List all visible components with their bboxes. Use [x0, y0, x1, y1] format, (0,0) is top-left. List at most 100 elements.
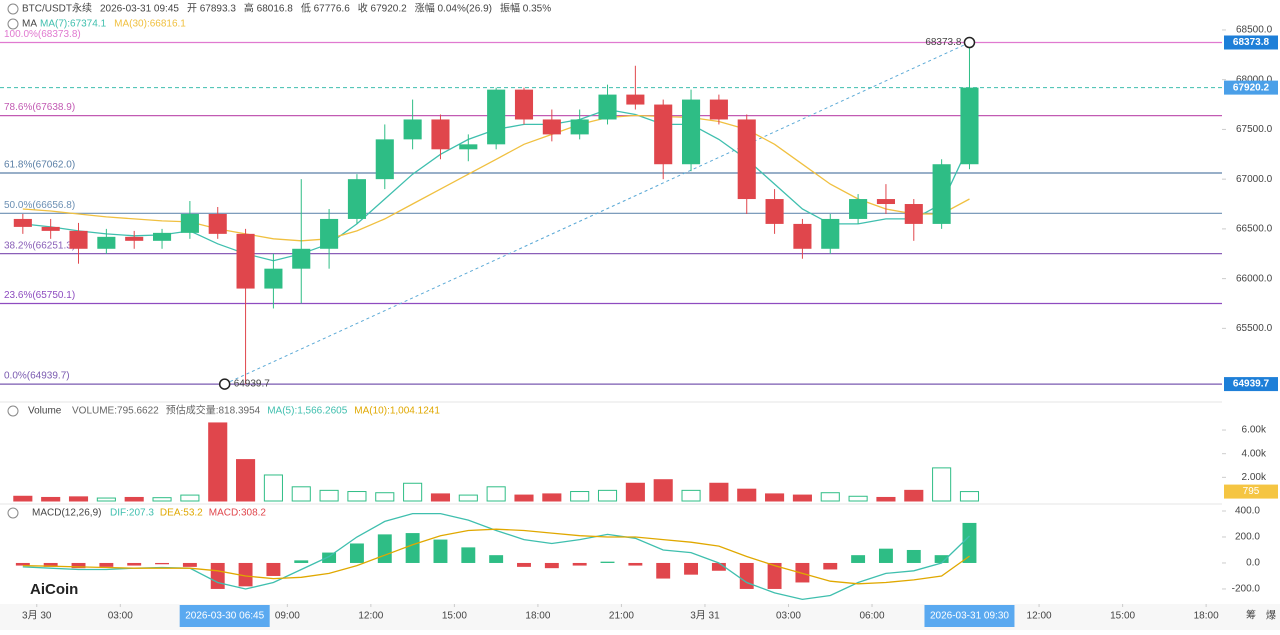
macd-bar [656, 562, 671, 579]
candle-body [41, 226, 60, 231]
volume-bar [542, 493, 562, 502]
candle-body [765, 199, 784, 224]
macd-bar [711, 562, 726, 571]
volume-bar [41, 496, 61, 502]
volume-bar [570, 491, 590, 502]
time-highlight-label: 2026-03-30 06:45 [185, 611, 264, 622]
y-tick-label: 0.0 [1246, 558, 1260, 569]
y-tick-label: 200.0 [1235, 532, 1260, 543]
volume-bar [403, 482, 423, 502]
y-tick-label: 400.0 [1235, 506, 1260, 517]
candle-body [932, 164, 951, 224]
x-tick-label: 03:00 [108, 611, 133, 622]
candle-body [598, 94, 617, 120]
macd-bar [962, 522, 977, 563]
candle-body [375, 139, 394, 180]
volume-bar [709, 482, 729, 502]
macd-title: MACD(12,26,9) [32, 508, 101, 519]
fib-label: 23.6%(65750.1) [4, 290, 75, 301]
fib-label: 38.2%(66251.3) [4, 240, 75, 251]
candle-body [13, 218, 32, 227]
candle-body [821, 218, 840, 249]
settings-icon[interactable] [7, 18, 19, 30]
y-tick-label: 67000.0 [1236, 174, 1273, 185]
volume-bar [430, 493, 451, 502]
candle-body [208, 213, 227, 234]
candle-body [69, 230, 88, 249]
header-item: 高 68016.8 [244, 2, 293, 15]
macd-bar [795, 562, 810, 583]
volume-bar [765, 493, 785, 502]
legend-entry: DIF:207.3 [110, 508, 154, 519]
candle-body [514, 89, 534, 120]
legend-entry: MACD:308.2 [209, 508, 267, 519]
candle-body [542, 119, 561, 135]
y-tick-label: 65500.0 [1236, 323, 1273, 334]
legend-entry: MA(5):1,566.2605 [267, 406, 347, 417]
price-tag-label: 68373.8 [1233, 37, 1270, 48]
volume-bar [486, 486, 506, 502]
candle-body [320, 218, 339, 249]
fib-label: 0.0%(64939.7) [4, 371, 70, 382]
price-tag-label: 64939.7 [1233, 379, 1270, 390]
candle-body [403, 119, 422, 140]
settings-icon[interactable] [7, 3, 19, 15]
candle-body [152, 232, 172, 241]
volume-bar [347, 491, 367, 502]
candle-body [626, 94, 645, 105]
candle-body [960, 87, 979, 165]
macd-bar [823, 562, 838, 570]
x-tick-label: 15:00 [1110, 611, 1135, 622]
macd-bar [934, 555, 949, 563]
macd-bar [182, 562, 197, 567]
legend-entry: MA(10):1,004.1241 [354, 406, 440, 417]
volume-bar [208, 422, 228, 502]
macd-bar [767, 562, 782, 589]
macd-bar [906, 549, 921, 563]
macd-bar [43, 562, 58, 567]
candle-body [709, 99, 728, 120]
toolbar-button[interactable]: 爆 [1266, 610, 1276, 622]
macd-bar [322, 552, 337, 563]
fib-label: 78.6%(67638.9) [4, 102, 75, 113]
header-item: 收 67920.2 [358, 2, 407, 15]
macd-bar [294, 560, 309, 563]
x-tick-label: 09:00 [275, 611, 300, 622]
candle-body [459, 144, 478, 150]
macd-bar [684, 562, 699, 575]
y-tick-label: 6.00k [1242, 425, 1267, 436]
macd-bar [127, 562, 142, 566]
price-tag [1224, 80, 1278, 95]
macd-bar [349, 543, 364, 563]
volume-bar [959, 491, 980, 502]
candle-body [654, 104, 673, 165]
fib-label: 50.0%(66656.8) [4, 200, 75, 211]
candle-body [292, 248, 311, 269]
volume-bar [458, 494, 478, 502]
candle-body [793, 223, 812, 249]
x-tick-label: 18:00 [525, 611, 550, 622]
macd-bar [600, 561, 615, 563]
candle-body [681, 99, 701, 165]
y-tick-label: 67500.0 [1236, 124, 1273, 135]
settings-icon[interactable] [7, 507, 19, 519]
candle-body [876, 199, 895, 205]
settings-icon[interactable] [7, 405, 19, 417]
macd-bar [461, 547, 476, 563]
candle-body [264, 268, 283, 289]
macd-bar [99, 562, 114, 567]
volume-bar [152, 497, 172, 502]
candle-body [125, 236, 144, 241]
macd-bar [433, 539, 448, 563]
candle-body [904, 204, 923, 224]
volume-tag-label: 795 [1243, 486, 1260, 497]
y-tick-label: 66500.0 [1236, 224, 1273, 235]
candle-body [97, 236, 116, 249]
header-item: 振幅 0.35% [500, 2, 551, 15]
toolbar-button[interactable]: 筹 [1246, 609, 1256, 622]
candle-body [487, 89, 506, 145]
header-item: 涨幅 0.04%(26.9) [415, 2, 492, 15]
volume-bar [653, 479, 673, 502]
extreme-marker [218, 378, 231, 390]
volume-bar [180, 494, 200, 502]
